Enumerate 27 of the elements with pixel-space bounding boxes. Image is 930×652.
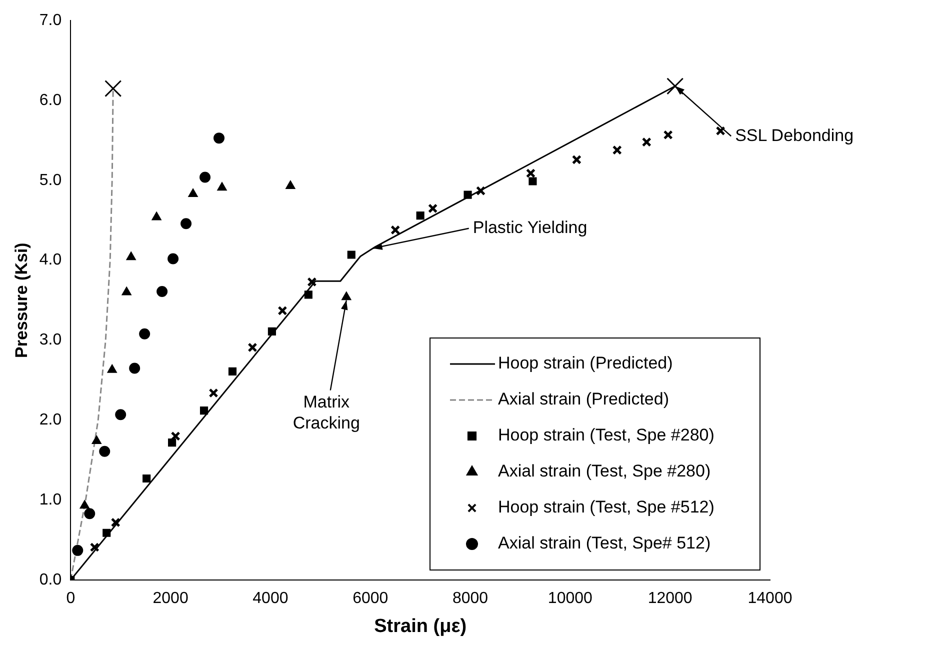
x-axis-title: Strain (με): [374, 616, 467, 637]
y-tick-label: 4.0: [39, 252, 62, 269]
y-axis-title: Pressure (Ksi): [12, 242, 31, 358]
legend-label: Axial strain (Test, Spe #280): [498, 462, 711, 481]
y-tick-label: 0.0: [39, 571, 62, 588]
annotation: Plastic Yielding: [472, 218, 588, 238]
legend-label: Axial strain (Predicted): [498, 390, 670, 409]
y-tick-label: 6.0: [39, 92, 62, 109]
annotation: Matrix Cracking: [292, 392, 360, 432]
legend-label: Axial strain (Test, Spe# 512): [498, 534, 711, 553]
annotation: SSL Debonding: [735, 126, 854, 145]
x-tick-label: 0: [66, 590, 76, 608]
y-tick-label: 5.0: [39, 172, 62, 189]
y-tick-label: 1.0: [39, 491, 62, 508]
y-tick-label: 7.0: [39, 12, 62, 30]
y-tick-label: 2.0: [39, 412, 62, 429]
x-tick-label: 2000: [152, 590, 188, 608]
x-tick-label: 8000: [452, 590, 488, 608]
legend-label: Hoop strain (Test, Spe #512): [498, 498, 714, 517]
x-tick-label: 14000: [748, 590, 792, 608]
x-tick-label: 6000: [352, 590, 388, 608]
x-tick-label: 12000: [648, 590, 692, 608]
y-tick-label: 3.0: [39, 332, 62, 349]
legend-label: Hoop strain (Predicted): [498, 354, 673, 373]
x-tick-label: 4000: [252, 590, 288, 608]
legend-label: Hoop strain (Test, Spe #280): [498, 426, 714, 445]
x-tick-label: 10000: [548, 590, 593, 608]
